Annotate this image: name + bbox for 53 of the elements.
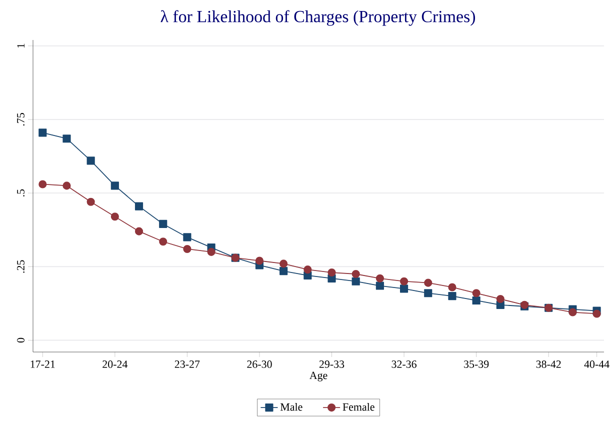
point [86, 198, 95, 206]
x-tick-label: 23-27 [174, 360, 200, 368]
y-tick-label: 0 [17, 338, 24, 343]
point [352, 277, 360, 286]
x-tick-label: 40-44 [584, 360, 610, 368]
point [376, 274, 384, 282]
point [448, 283, 456, 292]
x-tick-label: 29-33 [319, 360, 344, 368]
point [62, 182, 71, 190]
point [62, 134, 71, 143]
x-axis-title: Age [309, 372, 328, 382]
y-tick-label: .25 [17, 260, 24, 273]
point [376, 282, 384, 290]
point [183, 233, 192, 242]
point [38, 128, 47, 137]
point [472, 296, 480, 305]
point [424, 289, 432, 298]
point [328, 268, 336, 277]
point [207, 248, 216, 256]
point [568, 308, 577, 316]
point [159, 220, 168, 228]
point [110, 212, 119, 221]
x-tick-label: 35-39 [464, 360, 489, 368]
legend-label: Female [342, 402, 374, 411]
x-tick-label: 20-24 [102, 360, 128, 368]
y-tick-label: 1 [17, 44, 24, 48]
point [400, 277, 408, 286]
point [280, 267, 288, 276]
x-tick-label: 32-36 [392, 360, 416, 368]
point [255, 256, 264, 265]
y-tick-label: .5 [17, 189, 24, 196]
x-tick-label: 26-30 [247, 360, 272, 368]
legend-label: Male [280, 402, 302, 411]
point [183, 244, 192, 254]
point [134, 227, 144, 236]
point [134, 202, 144, 210]
point [448, 292, 456, 300]
point [38, 180, 47, 188]
point [280, 260, 288, 268]
point [159, 238, 168, 246]
x-tick-label: 17-21 [30, 360, 55, 368]
point [592, 310, 601, 318]
x-tick-label: 38-42 [536, 360, 561, 368]
y-tick-label: .75 [17, 113, 24, 126]
point [496, 294, 504, 304]
point [86, 156, 95, 165]
point [472, 289, 480, 298]
point [400, 284, 408, 293]
chart-title: λ for Likelihood of Charges (Property Crimes) [160, 10, 476, 26]
point [424, 278, 432, 287]
point [304, 266, 312, 274]
point [110, 182, 119, 190]
point [352, 270, 360, 278]
